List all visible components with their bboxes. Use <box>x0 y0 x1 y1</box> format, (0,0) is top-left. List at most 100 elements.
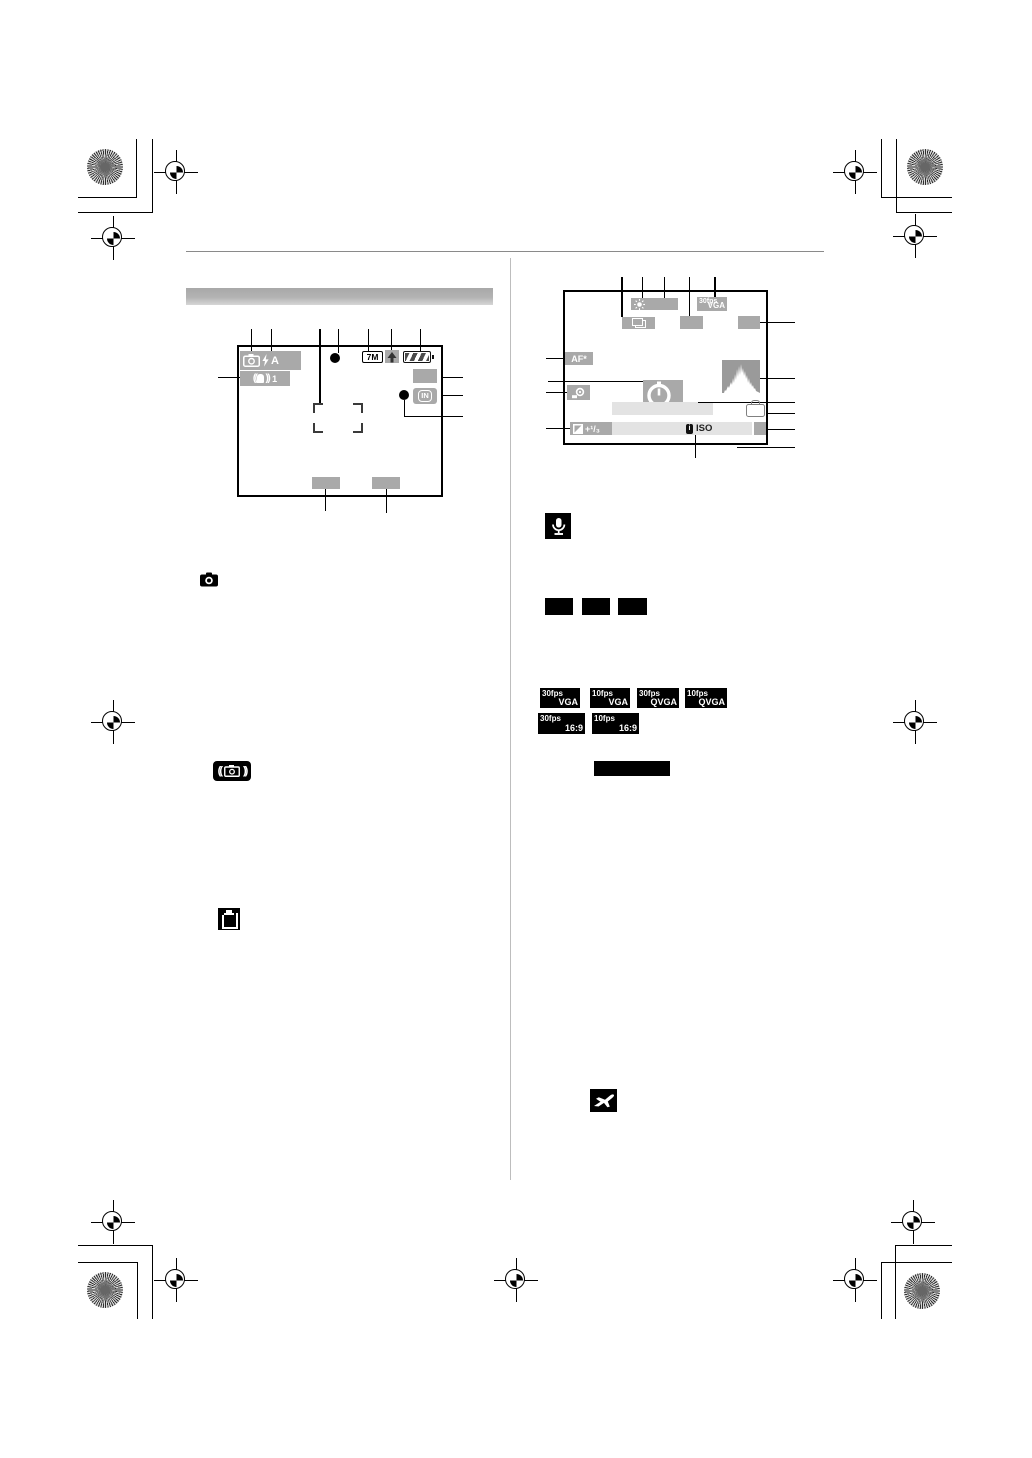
fps-label: 30fps <box>639 689 660 698</box>
exposure-compensation-box: +¹/₃ <box>570 422 612 435</box>
callout-line <box>714 277 716 298</box>
callout-line <box>766 429 795 430</box>
res-label: QVGA <box>650 697 677 707</box>
callout-line <box>546 358 565 359</box>
fps-label: 10fps <box>594 714 615 723</box>
quality-icon <box>385 350 399 363</box>
callout-line <box>548 381 643 382</box>
registration-mark <box>91 700 135 744</box>
indicator-box <box>738 316 760 329</box>
optical-image-stabilizer-icon: (( )) <box>213 761 251 781</box>
af-assist-label: AF* <box>571 353 587 364</box>
res-label: VGA <box>558 697 578 707</box>
battery-indicator-icon <box>403 351 434 363</box>
callout-line <box>404 416 463 417</box>
crop-mark <box>78 1245 153 1246</box>
callout-line <box>319 329 321 405</box>
af-area-bracket-br <box>353 423 363 433</box>
indicator-box <box>413 369 437 383</box>
callout-line <box>218 377 242 378</box>
registration-mark <box>893 700 937 744</box>
starburst-mark <box>87 1272 123 1308</box>
callout-line <box>737 447 795 448</box>
stabilizer-level-label: 1 <box>272 373 278 384</box>
callout-line <box>642 277 643 298</box>
motion-mode-30fps-vga: 30fps VGA <box>540 688 580 708</box>
record-mode-flash-box: A <box>240 351 301 370</box>
clipboard-icon <box>218 908 240 930</box>
callout-line <box>546 428 570 429</box>
crop-mark <box>895 1245 952 1246</box>
crop-mark <box>137 1262 138 1319</box>
starburst-mark <box>87 149 123 185</box>
callout-line <box>391 329 392 352</box>
callout-line <box>271 329 272 352</box>
crop-mark <box>896 212 952 213</box>
power-lcd-box <box>631 298 678 310</box>
exposure-compensation-icon <box>573 423 583 434</box>
af-area-bracket-tr <box>353 403 363 413</box>
built-in-memory-icon: IN <box>413 388 437 404</box>
res-label: QVGA <box>698 697 725 707</box>
camera-icon <box>200 572 218 587</box>
registration-mark <box>154 150 198 194</box>
af-area-bracket-tl <box>313 403 323 413</box>
registration-mark <box>91 216 135 260</box>
indicator-box <box>680 316 703 329</box>
iso-status-bar: i ISO <box>612 422 752 435</box>
callout-line <box>441 377 463 378</box>
indicator-box <box>372 477 400 489</box>
motion-mode-30fps-169: 30fps 16:9 <box>538 713 585 734</box>
picture-size-label: 7M <box>366 352 379 362</box>
indicator-box <box>754 422 766 435</box>
focus-indicator-dot <box>330 353 340 363</box>
intelligent-iso-icon: i <box>686 423 693 434</box>
crop-mark <box>78 197 137 198</box>
callout-line <box>386 489 387 513</box>
callout-line <box>338 329 339 353</box>
callout-line <box>621 277 623 317</box>
motion-mode-10fps-qvga: 10fps QVGA <box>685 688 727 708</box>
recording-state-dot <box>399 390 409 400</box>
callout-line <box>420 329 421 352</box>
callout-line <box>695 435 696 458</box>
crop-mark <box>895 1245 896 1319</box>
status-bar <box>612 402 713 415</box>
starburst-mark <box>907 149 943 185</box>
motion-mode-10fps-169: 10fps 16:9 <box>592 713 639 734</box>
crop-mark <box>881 139 882 198</box>
column-divider <box>510 258 511 1180</box>
callout-line <box>689 277 690 316</box>
crop-mark <box>136 139 137 198</box>
crop-mark <box>78 212 153 213</box>
fps-label: 30fps <box>540 714 561 723</box>
motion-mode-res: VGA <box>707 301 725 310</box>
flash-auto-icon <box>262 354 269 367</box>
starburst-mark <box>904 1273 940 1309</box>
registration-mark <box>833 150 877 194</box>
exposure-compensation-value: +¹/₃ <box>585 423 600 434</box>
registration-mark <box>833 1258 877 1302</box>
callout-line <box>325 489 326 511</box>
res-label: 16:9 <box>618 723 637 733</box>
picture-size-black-box <box>545 598 573 615</box>
crop-mark <box>152 1245 153 1319</box>
picture-size-black-box <box>618 598 647 615</box>
registration-mark <box>494 1258 538 1302</box>
callout-line <box>546 392 567 393</box>
callout-line <box>760 322 795 323</box>
travel-date-airplane-icon <box>590 1089 617 1112</box>
callout-line <box>368 329 369 352</box>
callout-line <box>766 413 795 414</box>
motion-picture-mode-indicator: 30fps VGA <box>697 297 727 311</box>
microphone-icon <box>545 513 571 539</box>
res-label: 16:9 <box>564 723 583 733</box>
callout-line <box>441 395 463 396</box>
record-mode-camera-icon <box>243 354 260 367</box>
registration-mark <box>893 214 937 258</box>
picture-size-box: 7M <box>362 351 383 363</box>
fps-label: 10fps <box>592 689 613 698</box>
section-header-bar <box>186 288 493 305</box>
page-top-rule <box>186 251 824 252</box>
